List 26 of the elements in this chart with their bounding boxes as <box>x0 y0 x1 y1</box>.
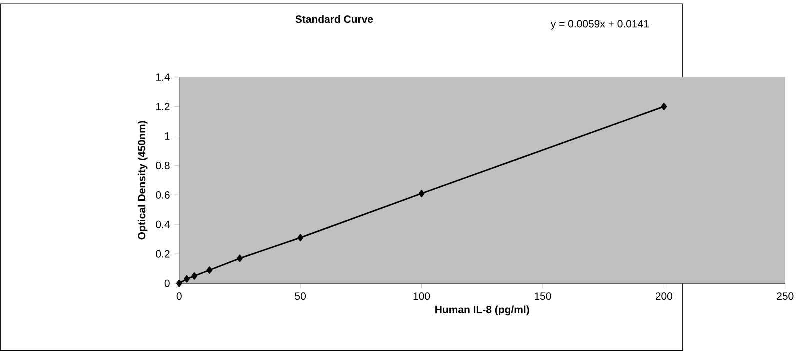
y-tick-label: 0.6 <box>156 191 170 199</box>
point <box>192 272 198 280</box>
y-tick-label: 0.8 <box>156 162 170 170</box>
y-tick-label: 0.4 <box>156 220 170 228</box>
y-axis-title: Optical Density (450nm) <box>138 121 148 240</box>
y-tick-label: 1 <box>165 132 170 140</box>
point <box>237 254 243 262</box>
point <box>206 266 213 274</box>
y-tick-label: 1.4 <box>156 74 170 81</box>
point <box>176 280 182 288</box>
point <box>418 190 425 198</box>
x-tick-label: 0 <box>176 292 182 300</box>
x-tick-label: 100 <box>414 292 430 300</box>
x-axis-title: Human IL-8 (pg/ml) <box>436 306 530 316</box>
x-tick-label: 150 <box>535 292 552 300</box>
chart-title: Standard Curve <box>296 15 374 23</box>
point <box>184 275 190 283</box>
y-tick-label: 0.2 <box>156 250 170 258</box>
y-tick-label: 0 <box>164 280 170 288</box>
x-tick-label: 200 <box>656 292 673 300</box>
point <box>661 102 668 110</box>
text: y = 0.0059x + 0.0141 <box>550 20 649 30</box>
point <box>298 234 304 242</box>
x-tick-label: 50 <box>295 292 306 300</box>
x-tick-label: 250 <box>777 292 794 300</box>
y-tick-label: 1.2 <box>156 102 170 110</box>
